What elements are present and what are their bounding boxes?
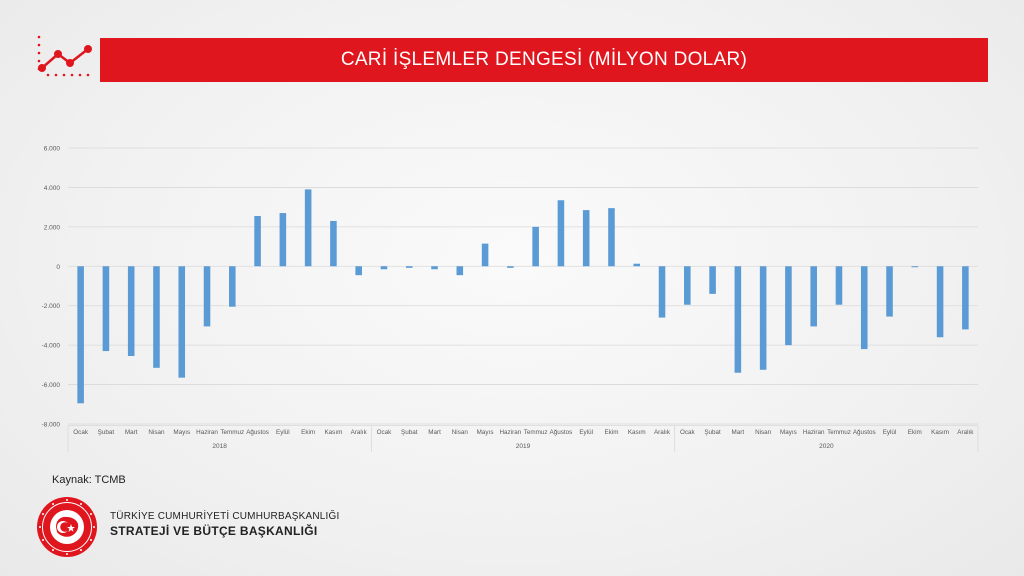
y-tick-label: -6.000 [42,382,61,389]
x-tick-label: Ekim [604,429,618,436]
x-tick-label: Eylül [276,429,290,436]
x-tick-label: Ocak [377,429,393,436]
x-tick-label: Eylül [883,429,897,436]
bar [810,266,817,327]
organization-name-line1: TÜRKİYE CUMHURİYETİ CUMHURBAŞKANLIĞI [110,511,340,522]
x-tick-label: Temmuz [827,429,851,436]
bar [759,266,767,370]
organization-name-line2: STRATEJİ VE BÜTÇE BAŞKANLIĞI [110,524,318,538]
bar [785,266,792,346]
y-tick-label: 0 [56,264,60,271]
x-tick-label: Temmuz [220,429,244,436]
x-tick-label: Ekim [908,429,922,436]
x-tick-label: Eylül [579,429,593,436]
x-tick-label: Aralık [957,429,974,436]
x-tick-label: Nisan [148,429,165,436]
x-tick-label: Ağustos [246,429,269,436]
bar [936,266,944,338]
x-tick-label: Kasım [628,429,646,436]
bar [507,266,514,268]
x-tick-label: Nisan [452,429,469,436]
chart-gridlines [68,147,978,425]
presidency-emblem-icon [37,497,97,557]
bar [178,266,186,378]
bar [77,266,84,404]
bar [633,263,641,267]
x-tick-label: Ekim [301,429,315,436]
bar [431,266,438,270]
bar [835,266,843,305]
x-tick-label: Şubat [704,429,721,436]
x-tick-label: Ağustos [853,429,876,436]
line-chart-icon [37,35,92,77]
year-label: 2018 [212,443,227,450]
bar [860,266,868,350]
y-tick-label: 6.000 [44,146,61,153]
y-tick-label: -4.000 [42,343,61,350]
bar [962,266,969,330]
x-tick-label: Mart [732,429,745,436]
bar [684,266,691,305]
bar [203,266,211,327]
bar [355,266,362,276]
year-label: 2020 [819,443,834,450]
bar [102,266,110,352]
bar [153,266,160,368]
x-tick-label: Mart [125,429,138,436]
y-tick-label: -2.000 [42,303,61,310]
x-tick-label: Mayıs [780,429,797,436]
bar [254,216,261,267]
bar [304,189,312,267]
x-tick-label: Aralık [351,429,368,436]
current-account-chart: 6.000 4.000 2.000 0 -2.000 -4.000 -6.000 -8.000… [42,146,979,452]
bar [330,220,337,267]
bar [405,266,413,268]
x-tick-label: Kasım [931,429,949,436]
bar [557,200,565,267]
x-tick-label: Nisan [755,429,772,436]
chart-bars [77,189,969,404]
y-axis-ticks: 6.000 4.000 2.000 0 -2.000 -4.000 -6.000 -8.000 [42,146,61,429]
x-tick-label: Haziran [500,429,522,436]
bar [911,266,919,268]
y-tick-label: 4.000 [44,185,61,192]
page-title: CARİ İŞLEMLER DENGESİ (MİLYON DOLAR) [340,49,748,70]
x-tick-label: Mayıs [477,429,494,436]
bar [582,210,590,267]
x-tick-label: Mayıs [173,429,190,436]
x-tick-label: Ağustos [550,429,573,436]
bar [532,226,539,267]
y-tick-label: 2.000 [44,224,61,231]
x-tick-label: Haziran [803,429,825,436]
bar [886,266,893,317]
bar [709,266,716,294]
bar [456,266,464,276]
bar [279,213,287,267]
x-tick-label: Ocak [680,429,696,436]
bar [229,266,236,307]
bar [608,208,615,267]
bar [127,266,135,356]
bar [380,266,388,270]
bar [481,243,489,267]
x-tick-label: Mart [428,429,441,436]
bar [734,266,742,373]
title-bar: CARİ İŞLEMLER DENGESİ (MİLYON DOLAR) [100,38,988,82]
x-tick-label: Ocak [73,429,89,436]
y-tick-label: -8.000 [42,422,61,429]
x-tick-label: Aralık [654,429,671,436]
source-label: Kaynak: TCMB [52,474,126,486]
x-tick-label: Temmuz [524,429,548,436]
x-tick-label: Şubat [98,429,115,436]
x-tick-label: Kasım [324,429,342,436]
x-axis: Ocak Şubat Mart Nisan Mayıs Haziran Temmuz Ağus… [67,425,979,452]
x-tick-label: Şubat [401,429,418,436]
x-tick-label: Haziran [196,429,218,436]
year-label: 2019 [516,443,531,450]
bar [658,266,666,318]
